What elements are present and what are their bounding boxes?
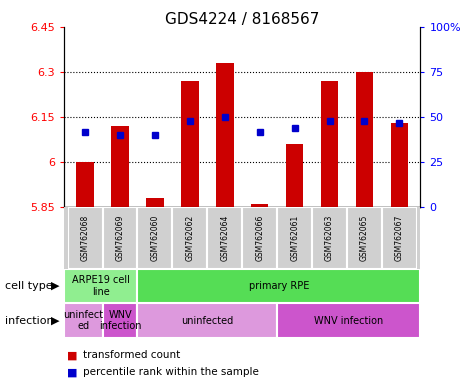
Bar (137, 207, 172, 269)
Bar (172, 207, 207, 269)
Bar (137, 269, 420, 303)
Bar (251, 204, 268, 207)
Text: cell type: cell type (5, 281, 52, 291)
Bar (321, 81, 338, 207)
Bar (312, 207, 347, 269)
Text: infection: infection (5, 316, 53, 326)
Bar (103, 303, 137, 338)
Bar (64, 207, 67, 269)
Text: GSM762064: GSM762064 (220, 215, 229, 261)
Bar (181, 81, 199, 207)
Text: ▶: ▶ (51, 316, 59, 326)
Text: uninfect
ed: uninfect ed (63, 310, 104, 331)
Bar (347, 207, 382, 269)
Bar (277, 303, 420, 338)
Bar (382, 207, 417, 269)
Bar (67, 207, 103, 269)
Bar (277, 207, 312, 269)
Text: GSM762067: GSM762067 (395, 215, 404, 261)
Text: ■: ■ (66, 350, 77, 360)
Text: ■: ■ (66, 367, 77, 377)
Bar (286, 144, 304, 207)
Text: ARPE19 cell
line: ARPE19 cell line (72, 275, 130, 297)
Bar (356, 72, 373, 207)
Text: WNV
infection: WNV infection (99, 310, 141, 331)
Text: GSM762062: GSM762062 (185, 215, 194, 261)
Text: WNV infection: WNV infection (314, 316, 383, 326)
Bar (242, 207, 277, 269)
Text: GDS4224 / 8168567: GDS4224 / 8168567 (165, 12, 319, 26)
Bar (76, 162, 94, 207)
Bar (111, 126, 129, 207)
Text: GSM762060: GSM762060 (151, 215, 160, 261)
Text: GSM762063: GSM762063 (325, 215, 334, 261)
Bar (137, 303, 277, 338)
Bar (64, 303, 103, 338)
Text: GSM762066: GSM762066 (255, 215, 264, 261)
Text: GSM762069: GSM762069 (115, 215, 124, 261)
Bar (390, 123, 408, 207)
Bar (216, 63, 234, 207)
Text: ▶: ▶ (51, 281, 59, 291)
Bar (417, 207, 420, 269)
Bar (64, 269, 137, 303)
Bar (103, 207, 137, 269)
Text: GSM762061: GSM762061 (290, 215, 299, 261)
Text: percentile rank within the sample: percentile rank within the sample (83, 367, 259, 377)
Text: GSM762065: GSM762065 (360, 215, 369, 261)
Text: GSM762068: GSM762068 (81, 215, 90, 261)
Text: primary RPE: primary RPE (249, 281, 309, 291)
Text: uninfected: uninfected (181, 316, 233, 326)
Bar (146, 198, 164, 207)
Text: transformed count: transformed count (83, 350, 180, 360)
Bar (207, 207, 242, 269)
